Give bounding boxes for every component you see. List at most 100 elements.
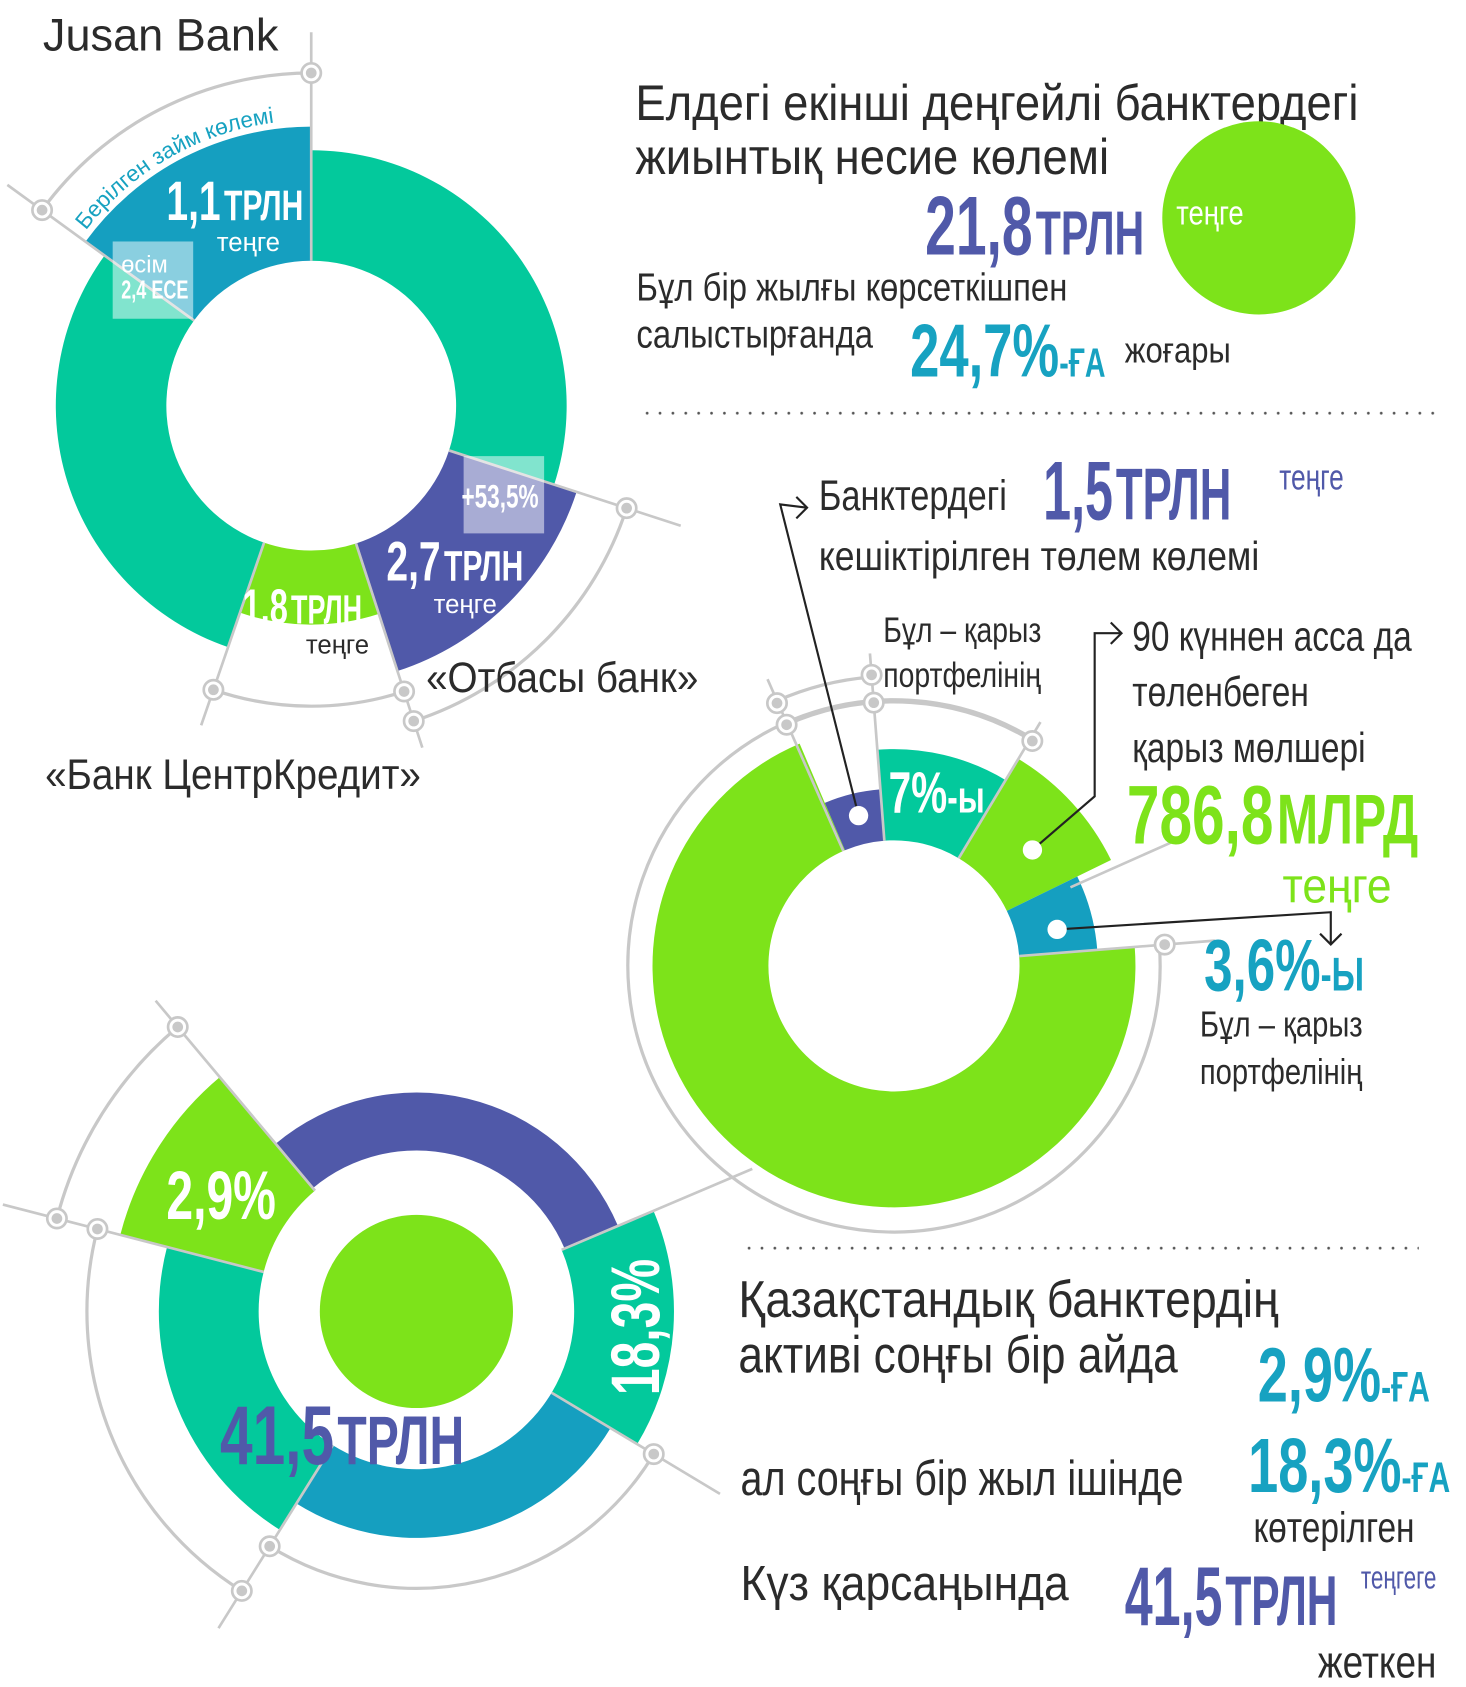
marker-dot-icon [1026, 735, 1038, 747]
jusan-bank-label: Jusan Bank [42, 9, 279, 61]
over90-line2: төленбеген [1132, 669, 1309, 716]
total-title-line2: жиынтық несие көлемі [635, 127, 1110, 185]
marker-dot-icon [305, 67, 317, 79]
marker-dot-icon [208, 684, 219, 696]
jusan-growth-label: өсім [121, 251, 168, 278]
assets-total-word: жеткен [1317, 1636, 1437, 1687]
overdue-currency: теңге [1279, 457, 1344, 498]
arrow-right-icon [1110, 621, 1124, 645]
over90-value: 786,8 МЛРД [1127, 773, 1418, 857]
otbasy-value: 2,7 ТРЛН [386, 534, 523, 590]
over90-note-line2: портфелінің [1199, 1051, 1363, 1093]
arrow-down-icon [1319, 932, 1343, 946]
assets-line3: ал соңғы бір жыл ішінде [740, 1449, 1184, 1506]
donut-total: 41,5 ТРЛН [220, 1393, 464, 1477]
over90-share-number: 3,6% [1204, 925, 1321, 1007]
jusan-growth-value: 2,4 ЕСЕ [121, 275, 189, 305]
assets-year-word: көтерілген [1253, 1504, 1415, 1552]
year-growth-suffix: -ҒА [1401, 1454, 1451, 1502]
guide-arc [268, 1453, 656, 1590]
marker-dot-icon [92, 1223, 103, 1235]
year-growth-number: 18,3% [1248, 1423, 1402, 1509]
otbasy-number: 2,7 [386, 531, 441, 594]
otbasy-growth: +53,5% [461, 479, 539, 516]
overdue-number: 1,5 [1043, 443, 1113, 538]
donut-total-unit: ТРЛН [337, 1401, 465, 1479]
year-growth-segment [551, 1210, 674, 1445]
assets-line1: Қазақстандық банктердің [738, 1271, 1279, 1329]
center-circle [319, 1214, 513, 1409]
marker-dot-icon [866, 669, 877, 681]
marker-dot-icon [1159, 939, 1171, 950]
over90-note-line1: Бұл – қарыз [1199, 1004, 1363, 1046]
bcc-number: 1,8 [242, 578, 288, 635]
assets-total: 41,5 ТРЛН [1125, 1554, 1338, 1638]
blue-segment [296, 1392, 611, 1538]
overdue-share-segment [876, 749, 1006, 859]
over90-number: 786,8 [1126, 767, 1274, 862]
marker-dot-icon [398, 686, 410, 697]
guide-line [1069, 841, 1172, 889]
purple-segment [275, 1092, 618, 1249]
guide-line [550, 1391, 721, 1496]
bcc-bank-label: «Банк ЦентрКредит» [45, 751, 421, 799]
marker-dot-icon [408, 715, 420, 727]
marker-dot-icon [264, 1540, 276, 1552]
marker-dot-icon [771, 697, 783, 709]
teal-segment [158, 1246, 333, 1530]
marker-dot-icon [36, 204, 48, 216]
marker-dot-icon [172, 1021, 184, 1033]
callout-dot-icon [848, 805, 869, 826]
performing-segment [652, 743, 1136, 1208]
callout-dot-icon [1022, 840, 1043, 860]
jusan-value: 1,1 ТРЛН [166, 174, 303, 230]
guide-arc [85, 1228, 243, 1593]
total-growth-number: 24,7% [910, 309, 1060, 393]
otbasy-bank-label: «Отбасы банк» [426, 654, 699, 702]
marker-dot-icon [621, 502, 632, 514]
month-growth-number: 2,9% [1257, 1332, 1382, 1419]
over90-line1: 90 күннен асса да [1132, 613, 1412, 661]
total-number: 21,8 [925, 178, 1033, 273]
marker-dot-icon [236, 1585, 248, 1597]
bcc-value: 1,8 ТРЛН [243, 582, 362, 631]
donut-total-number: 41,5 [220, 1387, 335, 1483]
over90-callout-line [1031, 632, 1122, 851]
divider-2 [742, 1245, 1419, 1251]
marker-dot-icon [51, 1213, 63, 1224]
arrow-right-icon [795, 496, 809, 520]
share-note-line1: Бұл – қарыз [883, 609, 1042, 650]
share-note-line2: портфелінің [883, 654, 1042, 695]
jusan-unit: ТРЛН [224, 182, 304, 230]
compare-line1: Бұл бір жылғы көрсеткішпен [636, 265, 1068, 310]
jusan-number: 1,1 [166, 170, 221, 233]
over90-share-callout-line [1057, 911, 1332, 945]
over90-line3: қарыз мөлшері [1132, 725, 1366, 772]
over90-currency: теңге [1282, 857, 1392, 914]
marker-dot-icon [648, 1448, 660, 1460]
jusan-growth-box [112, 241, 194, 319]
assets-line4: Күз қарсаңында [740, 1555, 1069, 1611]
teal-segment [55, 255, 265, 648]
guide-arc [626, 698, 1162, 1234]
overdue-callout-line [778, 503, 860, 816]
total-growth-word: жоғары [1124, 330, 1231, 372]
compare-line2: салыстырғанда [636, 312, 874, 357]
overdue-unit: ТРЛН [1115, 453, 1232, 536]
total-unit: ТРЛН [1035, 198, 1145, 269]
assets-line2: активі соңғы бір айда [738, 1327, 1178, 1385]
assets-month-growth: 2,9%-ҒА [1258, 1337, 1430, 1414]
assets-year-growth: 18,3%-ҒА [1248, 1427, 1450, 1504]
over90-unit: МЛРД [1276, 779, 1419, 859]
otbasy-currency: теңге [433, 590, 497, 620]
otbasy-growth-box [463, 456, 545, 534]
assets-donut [2, 999, 753, 1629]
overdue-share-number: 7% [888, 760, 948, 826]
total-title-line1: Елдегі екінші деңгейлі банктердегі [635, 74, 1359, 131]
total-growth-suffix: -ҒА [1059, 341, 1106, 387]
divider-1 [640, 411, 1441, 416]
guide-arc [55, 1025, 179, 1219]
month-growth-suffix: -ҒА [1381, 1364, 1430, 1412]
